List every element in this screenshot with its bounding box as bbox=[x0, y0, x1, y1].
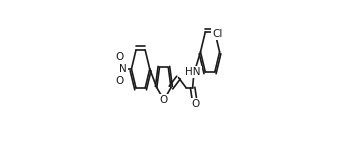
Text: O: O bbox=[116, 52, 124, 62]
Text: N: N bbox=[119, 64, 127, 74]
Text: HN: HN bbox=[185, 67, 201, 77]
Text: O: O bbox=[116, 76, 124, 86]
Text: O: O bbox=[160, 95, 168, 105]
Text: Cl: Cl bbox=[212, 29, 222, 39]
Text: O: O bbox=[192, 99, 200, 109]
